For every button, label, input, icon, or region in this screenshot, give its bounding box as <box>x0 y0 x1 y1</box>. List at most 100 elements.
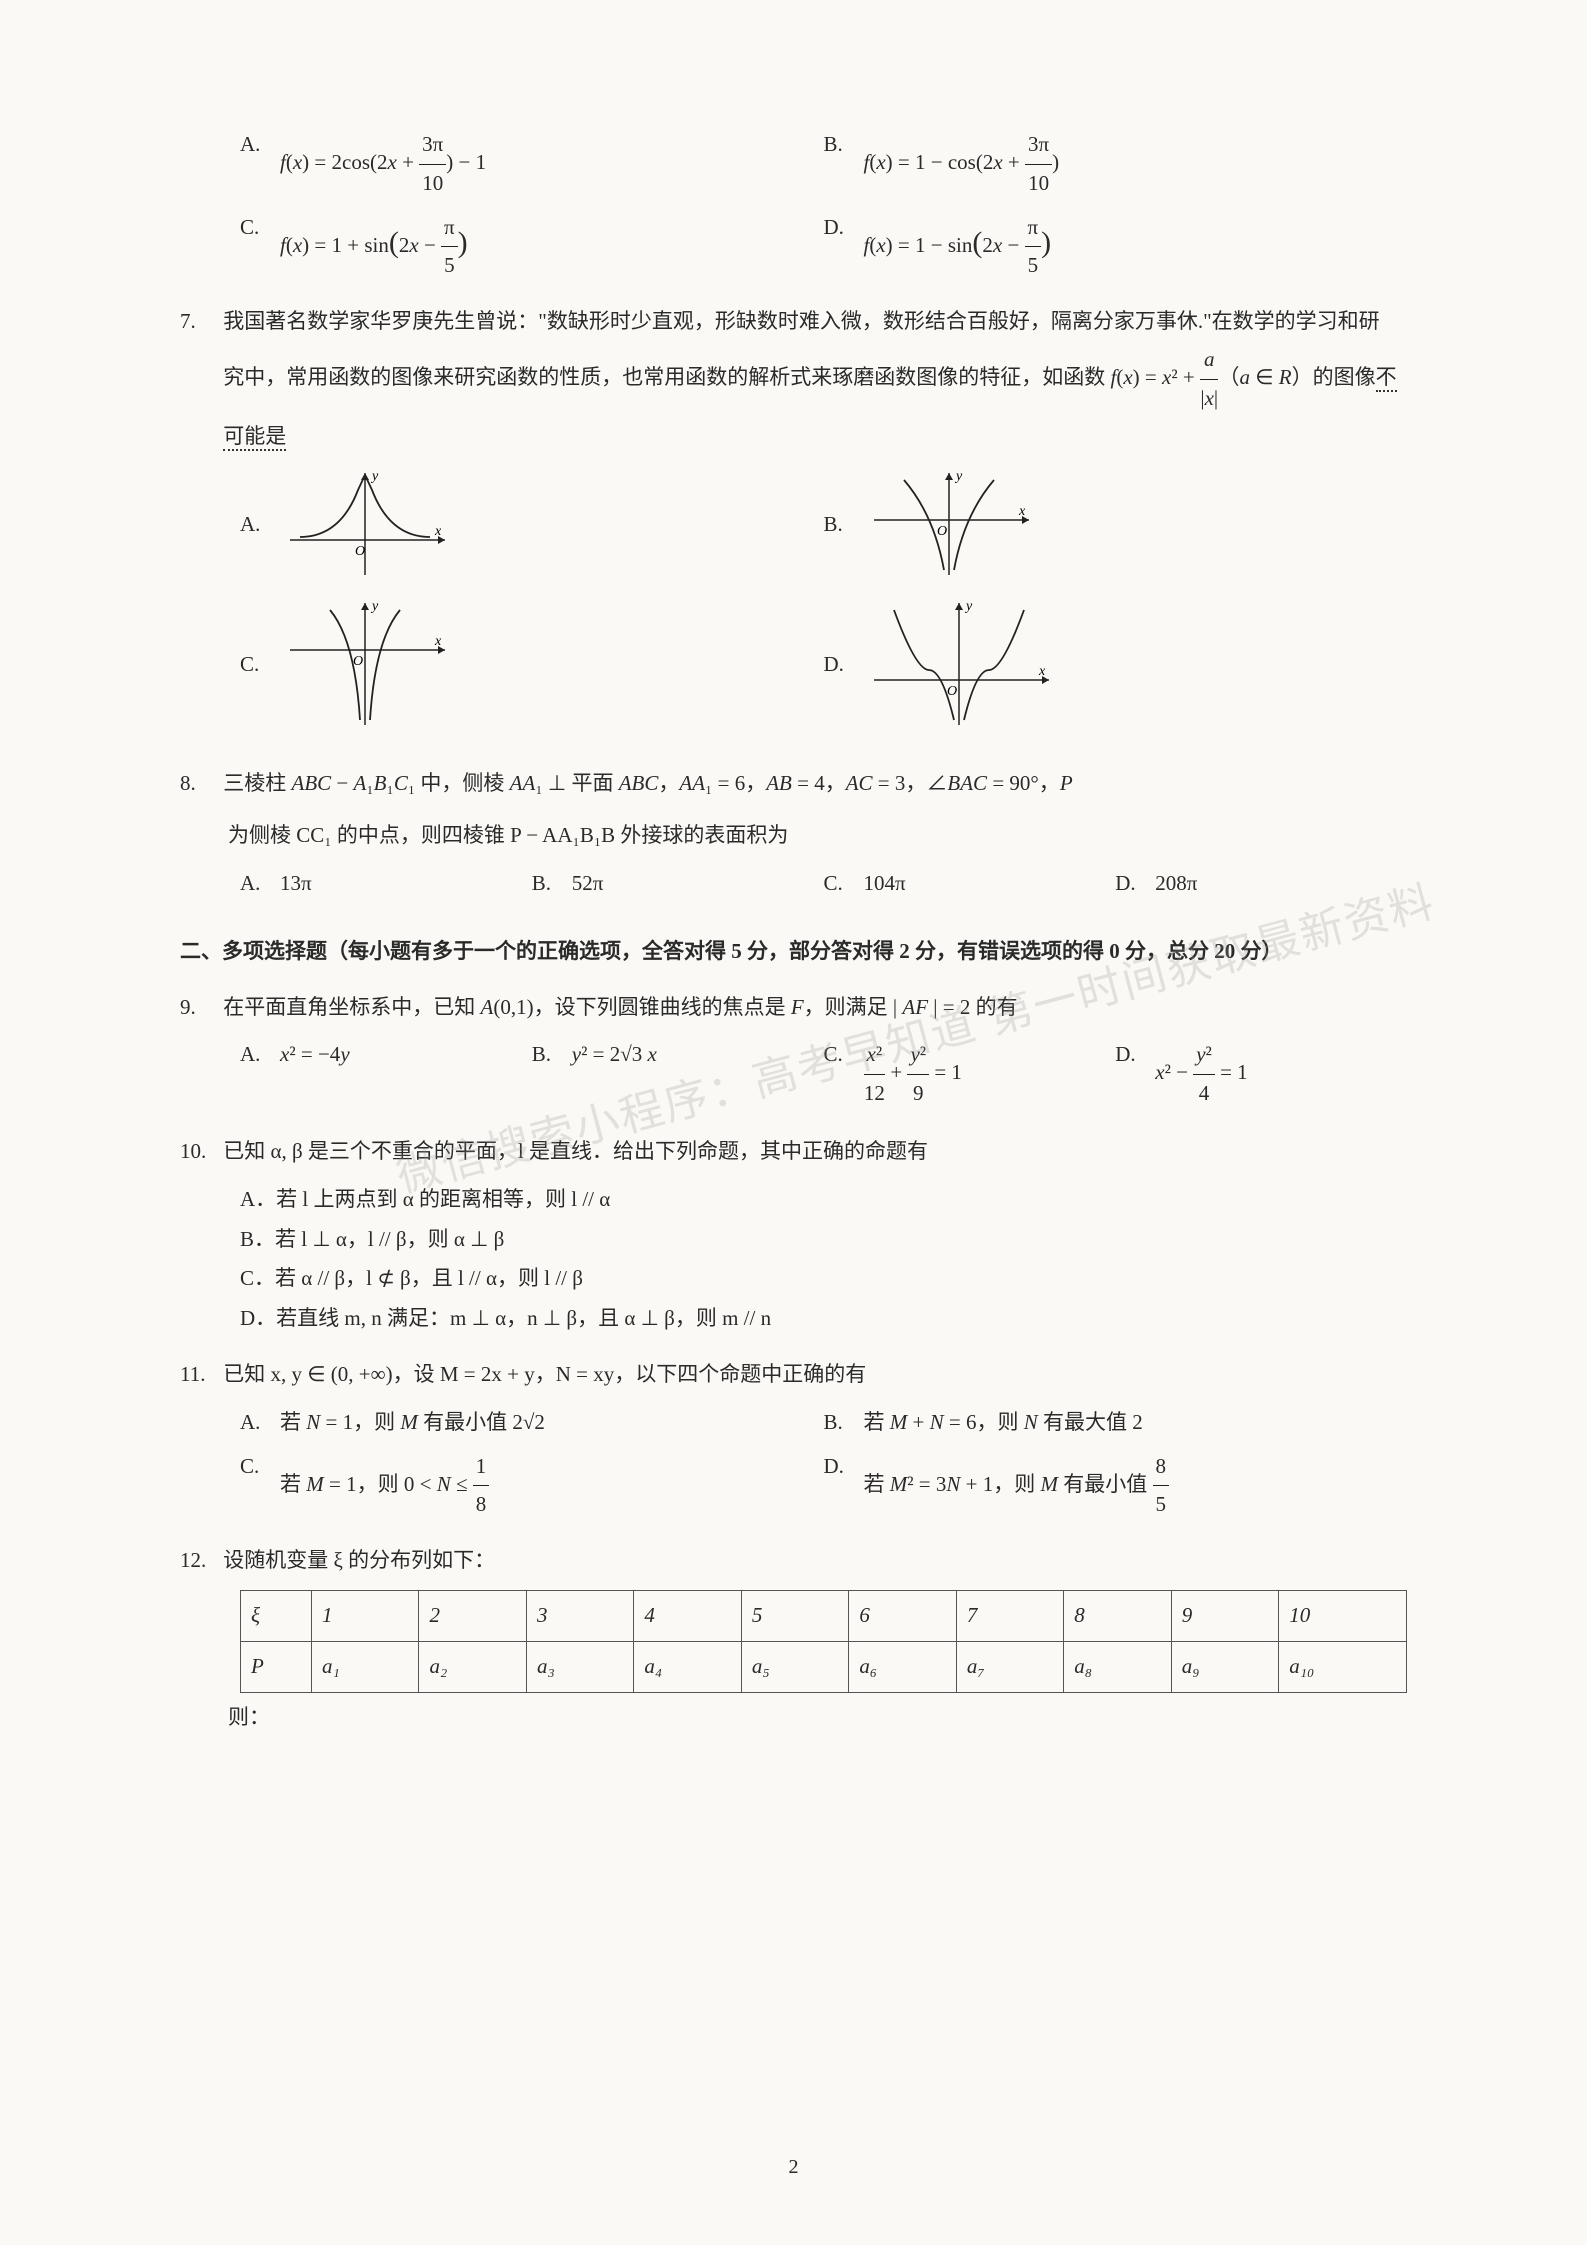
question-11: 11. 已知 x, y ∈ (0, +∞)，设 M = 2x + y，N = x… <box>180 1356 1407 1394</box>
q-prev-options-row2: C. f(x) = 1 + sin(2x − π5) D. f(x) = 1 −… <box>240 209 1407 286</box>
q7-emphasis: 不可能是 <box>223 365 1396 450</box>
graph-D-svg: O x y <box>864 595 1064 735</box>
q12-val-9: a₉ <box>1171 1641 1278 1692</box>
svg-text:y: y <box>964 599 973 614</box>
svg-text:x: x <box>1038 664 1046 679</box>
q12-tail: 则： <box>228 1699 1407 1737</box>
question-9: 9. 在平面直角坐标系中，已知 A(0,1)，设下列圆锥曲线的焦点是 F，则满足… <box>180 989 1407 1027</box>
exam-page: 微信搜索小程序：高考早知道 第一时间获取最新资料 A. f(x) = 2cos(… <box>0 0 1587 2245</box>
graph-A-svg: O x y <box>280 465 460 585</box>
q8-opt-D: D.208π <box>1115 865 1407 903</box>
svg-text:O: O <box>947 684 957 699</box>
q10-number: 10. <box>180 1133 218 1171</box>
q12-table-row: P a₁ a₂ a₃ a₄ a₅ a₆ a₇ a₈ a₉ a₁₀ <box>241 1641 1407 1692</box>
q11-row1: A.若 N = 1，则 M 有最小值 2√2 B.若 M + N = 6，则 N… <box>240 1404 1407 1442</box>
q12-col-6: 6 <box>849 1590 956 1641</box>
q7-graph-C: C. O x y <box>240 595 824 735</box>
q8-opt-B: B.52π <box>532 865 824 903</box>
q9-number: 9. <box>180 989 218 1027</box>
svg-text:x: x <box>1018 504 1026 519</box>
q12-val-2: a₂ <box>419 1641 526 1692</box>
q12-table-header: ξ 1 2 3 4 5 6 7 8 9 10 <box>241 1590 1407 1641</box>
svg-text:O: O <box>355 544 365 559</box>
q8-options: A.13π B.52π C.104π D.208π <box>240 865 1407 903</box>
q12-col-10: 10 <box>1279 1590 1407 1641</box>
svg-text:y: y <box>954 469 963 484</box>
q12-xi-cell: ξ <box>241 1590 312 1641</box>
q12-table: ξ 1 2 3 4 5 6 7 8 9 10 P a₁ a₂ a₃ a₄ a₅ … <box>240 1590 1407 1693</box>
svg-text:x: x <box>434 524 442 539</box>
graph-C-svg: O x y <box>280 595 460 735</box>
q11-opt-D: D.若 M² = 3N + 1，则 M 有最小值 85 <box>824 1448 1408 1525</box>
q9-text: 在平面直角坐标系中，已知 A(0,1)，设下列圆锥曲线的焦点是 F，则满足 | … <box>223 989 1400 1027</box>
option-D: D. f(x) = 1 − sin(2x − π5) <box>824 209 1408 286</box>
q10-opt-D: D．若直线 m, n 满足：m ⊥ α，n ⊥ β，且 α ⊥ β，则 m //… <box>240 1300 1407 1338</box>
q12-val-6: a₆ <box>849 1641 956 1692</box>
question-10: 10. 已知 α, β 是三个不重合的平面，l 是直线．给出下列命题，其中正确的… <box>180 1133 1407 1171</box>
q12-P-cell: P <box>241 1641 312 1692</box>
q8-text: 三棱柱 ABC − A₁B₁C₁ 中，侧棱 AA₁ ⊥ 平面 ABC，AA₁ =… <box>223 765 1400 803</box>
page-number: 2 <box>0 2149 1587 2185</box>
q12-val-8: a₈ <box>1064 1641 1171 1692</box>
q11-opt-B: B.若 M + N = 6，则 N 有最大值 2 <box>824 1404 1408 1442</box>
q12-val-7: a₇ <box>956 1641 1063 1692</box>
q12-col-5: 5 <box>741 1590 848 1641</box>
option-A: A. f(x) = 2cos(2x + 3π10) − 1 <box>240 126 824 203</box>
svg-text:O: O <box>937 524 947 539</box>
q7-graph-C-label: C. <box>240 646 280 684</box>
q12-text: 设随机变量 ξ 的分布列如下： <box>223 1542 1400 1580</box>
q11-opt-D-text: 若 M² = 3N + 1，则 M 有最小值 85 <box>864 1448 1170 1525</box>
option-label-D: D. <box>824 209 864 286</box>
q-prev-options-row1: A. f(x) = 2cos(2x + 3π10) − 1 B. f(x) = … <box>240 126 1407 203</box>
q12-number: 12. <box>180 1542 218 1580</box>
q9-opt-D: D.x² − y²4 = 1 <box>1115 1036 1407 1113</box>
q7-graph-D: D. O x y <box>824 595 1408 735</box>
q11-row2: C.若 M = 1，则 0 < N ≤ 18 D.若 M² = 3N + 1，则… <box>240 1448 1407 1525</box>
q8-opt-A-text: 13π <box>280 865 312 903</box>
q9-opt-A-text: x² = −4y <box>280 1036 350 1113</box>
q7-number: 7. <box>180 303 218 341</box>
option-B: B. f(x) = 1 − cos(2x + 3π10) <box>824 126 1408 203</box>
option-label-B: B. <box>824 126 864 203</box>
option-text-B: f(x) = 1 − cos(2x + 3π10) <box>864 126 1060 203</box>
q11-opt-C: C.若 M = 1，则 0 < N ≤ 18 <box>240 1448 824 1525</box>
q12-col-2: 2 <box>419 1590 526 1641</box>
q11-opt-A-text: 若 N = 1，则 M 有最小值 2√2 <box>280 1404 545 1442</box>
q9-options: A.x² = −4y B.y² = 2√3 x C.x²12 + y²9 = 1… <box>240 1036 1407 1113</box>
q7-text: 我国著名数学家华罗庚先生曾说："数缺形时少直观，形缺数时难入微，数形结合百般好，… <box>223 303 1400 455</box>
q8-opt-C-text: 104π <box>864 865 906 903</box>
q12-col-1: 1 <box>312 1590 419 1641</box>
q7-graphs-row2: C. O x y D. O x <box>240 595 1407 735</box>
q7-graph-B-label: B. <box>824 506 864 544</box>
question-12: 12. 设随机变量 ξ 的分布列如下： <box>180 1542 1407 1580</box>
q7-graph-A: A. O x y <box>240 465 824 585</box>
q9-opt-C-text: x²12 + y²9 = 1 <box>864 1036 962 1113</box>
q12-val-4: a₄ <box>634 1641 741 1692</box>
q8-opt-D-text: 208π <box>1155 865 1197 903</box>
q11-text: 已知 x, y ∈ (0, +∞)，设 M = 2x + y，N = xy，以下… <box>223 1356 1400 1394</box>
option-label-C: C. <box>240 209 280 286</box>
q8-text-cont: 为侧棱 CC₁ 的中点，则四棱锥 P − AA₁B₁B 外接球的表面积为 <box>228 817 1407 855</box>
q12-col-3: 3 <box>526 1590 633 1641</box>
q12-col-7: 7 <box>956 1590 1063 1641</box>
q10-opt-B: B．若 l ⊥ α，l // β，则 α ⊥ β <box>240 1221 1407 1259</box>
q12-val-10: a₁₀ <box>1279 1641 1407 1692</box>
q11-opt-C-text: 若 M = 1，则 0 < N ≤ 18 <box>280 1448 489 1525</box>
q10-opt-A: A．若 l 上两点到 α 的距离相等，则 l // α <box>240 1181 1407 1219</box>
option-text-A: f(x) = 2cos(2x + 3π10) − 1 <box>280 126 486 203</box>
q10-options: A．若 l 上两点到 α 的距离相等，则 l // α B．若 l ⊥ α，l … <box>240 1181 1407 1338</box>
option-text-D: f(x) = 1 − sin(2x − π5) <box>864 209 1052 286</box>
option-C: C. f(x) = 1 + sin(2x − π5) <box>240 209 824 286</box>
q10-text: 已知 α, β 是三个不重合的平面，l 是直线．给出下列命题，其中正确的命题有 <box>223 1133 1400 1171</box>
q12-col-9: 9 <box>1171 1590 1278 1641</box>
q7-graph-A-label: A. <box>240 506 280 544</box>
option-label-A: A. <box>240 126 280 203</box>
q12-val-5: a₅ <box>741 1641 848 1692</box>
q8-opt-A: A.13π <box>240 865 532 903</box>
section-2-title: 二、多项选择题（每小题有多于一个的正确选项，全答对得 5 分，部分答对得 2 分… <box>180 933 1407 971</box>
q9-opt-D-text: x² − y²4 = 1 <box>1155 1036 1247 1113</box>
q9-opt-B-text: y² = 2√3 x <box>572 1036 657 1113</box>
svg-text:y: y <box>370 469 379 484</box>
q9-opt-C: C.x²12 + y²9 = 1 <box>824 1036 1116 1113</box>
question-7: 7. 我国著名数学家华罗庚先生曾说："数缺形时少直观，形缺数时难入微，数形结合百… <box>180 303 1407 455</box>
